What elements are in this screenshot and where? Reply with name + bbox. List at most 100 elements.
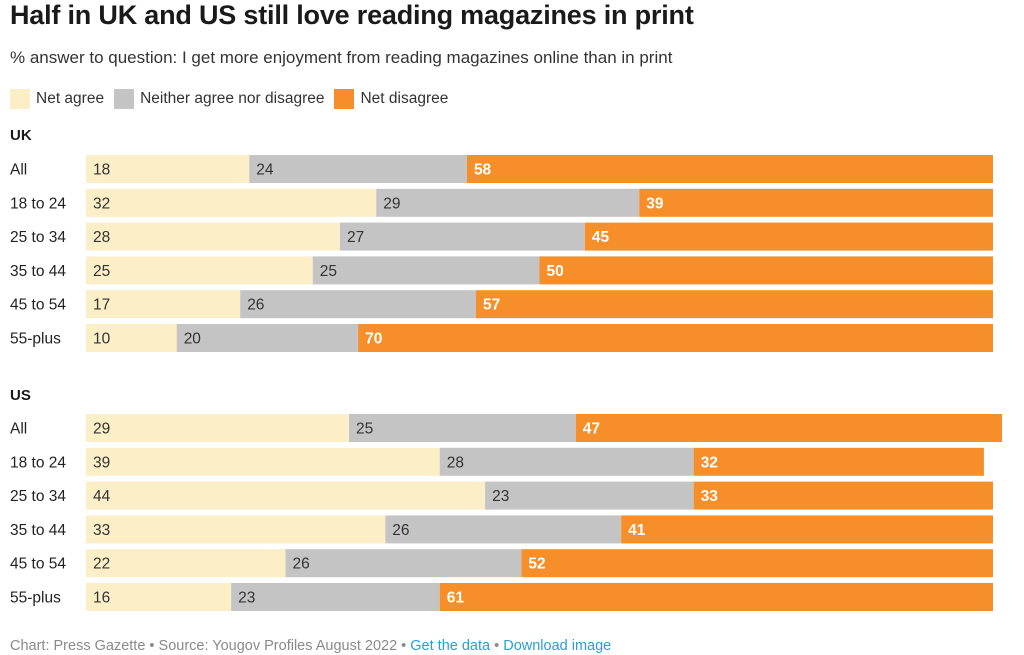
bar-uk-55-plus-agree [86,324,177,352]
data-label-uk-45-to-54-disagree: 57 [483,297,500,314]
data-label-uk-55-plus-neither: 20 [184,331,202,348]
section-label-uk: UK [10,127,32,144]
bar-uk-25-to-34-neither [339,222,585,251]
row-label-us-45-to-54: 45 to 54 [10,556,66,573]
section-label-us: US [10,387,31,404]
footer-source: Chart: Press Gazette • Source: Yougov Pr… [10,638,411,654]
data-label-us-all-agree: 29 [93,421,110,438]
bar-us-18-to-24-agree [86,447,440,476]
data-label-us-18-to-24-neither: 28 [447,454,464,471]
data-label-us-18-to-24-disagree: 32 [701,454,718,471]
bar-uk-35-to-44-agree [86,256,313,285]
data-label-us-55-plus-disagree: 61 [447,590,465,607]
legend-label-agree: Net agree [36,90,105,107]
footer-separator: • [490,638,504,654]
bar-uk-all-agree [86,155,250,183]
legend-label-neither: Neither agree nor disagree [140,90,325,107]
bar-uk-35-to-44-disagree [539,256,993,285]
data-label-uk-45-to-54-neither: 26 [247,297,264,314]
bar-us-18-to-24-disagree [693,447,984,476]
row-label-us-35-to-44: 35 to 44 [10,522,66,539]
bar-us-25-to-34-agree [86,481,486,510]
bar-uk-55-plus-neither [176,324,359,352]
data-label-us-all-neither: 25 [356,421,373,438]
bar-uk-all-disagree [466,155,993,183]
legend-item-agree: Net agree [10,89,104,109]
bar-uk-25-to-34-agree [86,222,340,251]
data-label-uk-18-to-24-agree: 32 [93,195,110,212]
data-label-uk-25-to-34-disagree: 45 [592,229,610,246]
footer: Chart: Press Gazette • Source: Yougov Pr… [10,638,611,654]
data-label-uk-35-to-44-agree: 25 [93,263,110,280]
bar-uk-35-to-44-neither [312,256,540,285]
get-the-data-link[interactable]: Get the data [410,638,491,654]
bar-us-55-plus-neither [231,583,440,611]
data-label-us-45-to-54-neither: 26 [293,556,310,573]
data-label-uk-25-to-34-agree: 28 [93,229,110,246]
data-label-us-35-to-44-disagree: 41 [628,522,646,539]
row-label-us-25-to-34: 25 to 34 [10,488,66,505]
bar-uk-25-to-34-disagree [584,222,993,251]
row-label-us-55-plus: 55-plus [10,590,61,607]
row-label-uk-35-to-44: 35 to 44 [10,263,66,280]
data-label-us-25-to-34-neither: 23 [492,488,509,505]
bar-uk-55-plus-disagree [358,324,994,352]
data-label-uk-55-plus-disagree: 70 [365,331,382,348]
bar-us-45-to-54-disagree [521,549,993,578]
bar-us-all-neither [349,414,576,442]
data-label-us-45-to-54-agree: 22 [93,556,110,573]
data-label-us-55-plus-agree: 16 [93,590,110,607]
bar-us-35-to-44-disagree [621,515,993,544]
bar-uk-18-to-24-disagree [639,188,993,217]
bar-us-35-to-44-neither [385,515,622,544]
data-label-us-25-to-34-disagree: 33 [701,488,719,505]
bar-us-all-disagree [575,414,1003,442]
row-label-uk-all: All [10,162,27,179]
row-label-us-18-to-24: 18 to 24 [10,454,66,471]
bar-us-55-plus-disagree [439,583,994,611]
data-label-us-18-to-24-agree: 39 [93,454,110,471]
bar-us-25-to-34-neither [485,481,694,510]
data-label-uk-55-plus-agree: 10 [93,331,111,348]
data-label-uk-18-to-24-neither: 29 [383,195,400,212]
data-label-uk-35-to-44-disagree: 50 [547,263,564,280]
data-label-uk-35-to-44-neither: 25 [320,263,337,280]
row-label-uk-25-to-34: 25 to 34 [10,229,66,246]
bar-uk-18-to-24-agree [86,188,377,217]
bar-us-18-to-24-neither [439,447,694,476]
data-label-uk-all-disagree: 58 [474,162,492,179]
bar-us-35-to-44-agree [86,515,386,544]
row-label-uk-45-to-54: 45 to 54 [10,297,66,314]
bar-uk-45-to-54-disagree [476,290,993,319]
bar-us-25-to-34-disagree [693,481,993,510]
bar-uk-18-to-24-neither [376,188,640,217]
data-label-us-35-to-44-agree: 33 [93,522,110,539]
bar-us-55-plus-agree [86,583,232,611]
chart-title: Half in UK and US still love reading mag… [10,0,694,30]
row-label-uk-18-to-24: 18 to 24 [10,195,66,212]
data-label-uk-25-to-34-neither: 27 [347,229,364,246]
data-label-uk-all-neither: 24 [256,162,274,179]
data-label-us-all-disagree: 47 [583,421,600,438]
data-label-us-45-to-54-disagree: 52 [528,556,545,573]
legend-item-neither: Neither agree nor disagree [114,89,324,109]
legend: Net agree Neither agree nor disagree Net… [10,88,458,110]
download-image-link[interactable]: Download image [503,638,612,654]
legend-label-disagree: Net disagree [360,90,449,107]
data-label-uk-all-agree: 18 [93,162,110,179]
bar-us-45-to-54-agree [86,549,286,578]
bar-uk-all-neither [249,155,467,183]
data-label-us-25-to-34-agree: 44 [93,488,111,505]
data-label-us-35-to-44-neither: 26 [392,522,409,539]
chart-subtitle: % answer to question: I get more enjoyme… [10,48,673,67]
legend-swatch-neither [114,89,135,109]
bar-uk-45-to-54-neither [240,290,477,319]
data-label-uk-18-to-24-disagree: 39 [646,195,664,212]
data-label-us-55-plus-neither: 23 [238,590,255,607]
bar-us-45-to-54-neither [285,549,522,578]
data-label-uk-45-to-54-agree: 17 [93,297,110,314]
legend-swatch-disagree [334,89,355,109]
bar-us-all-agree [86,414,350,442]
row-label-uk-55-plus: 55-plus [10,331,61,348]
